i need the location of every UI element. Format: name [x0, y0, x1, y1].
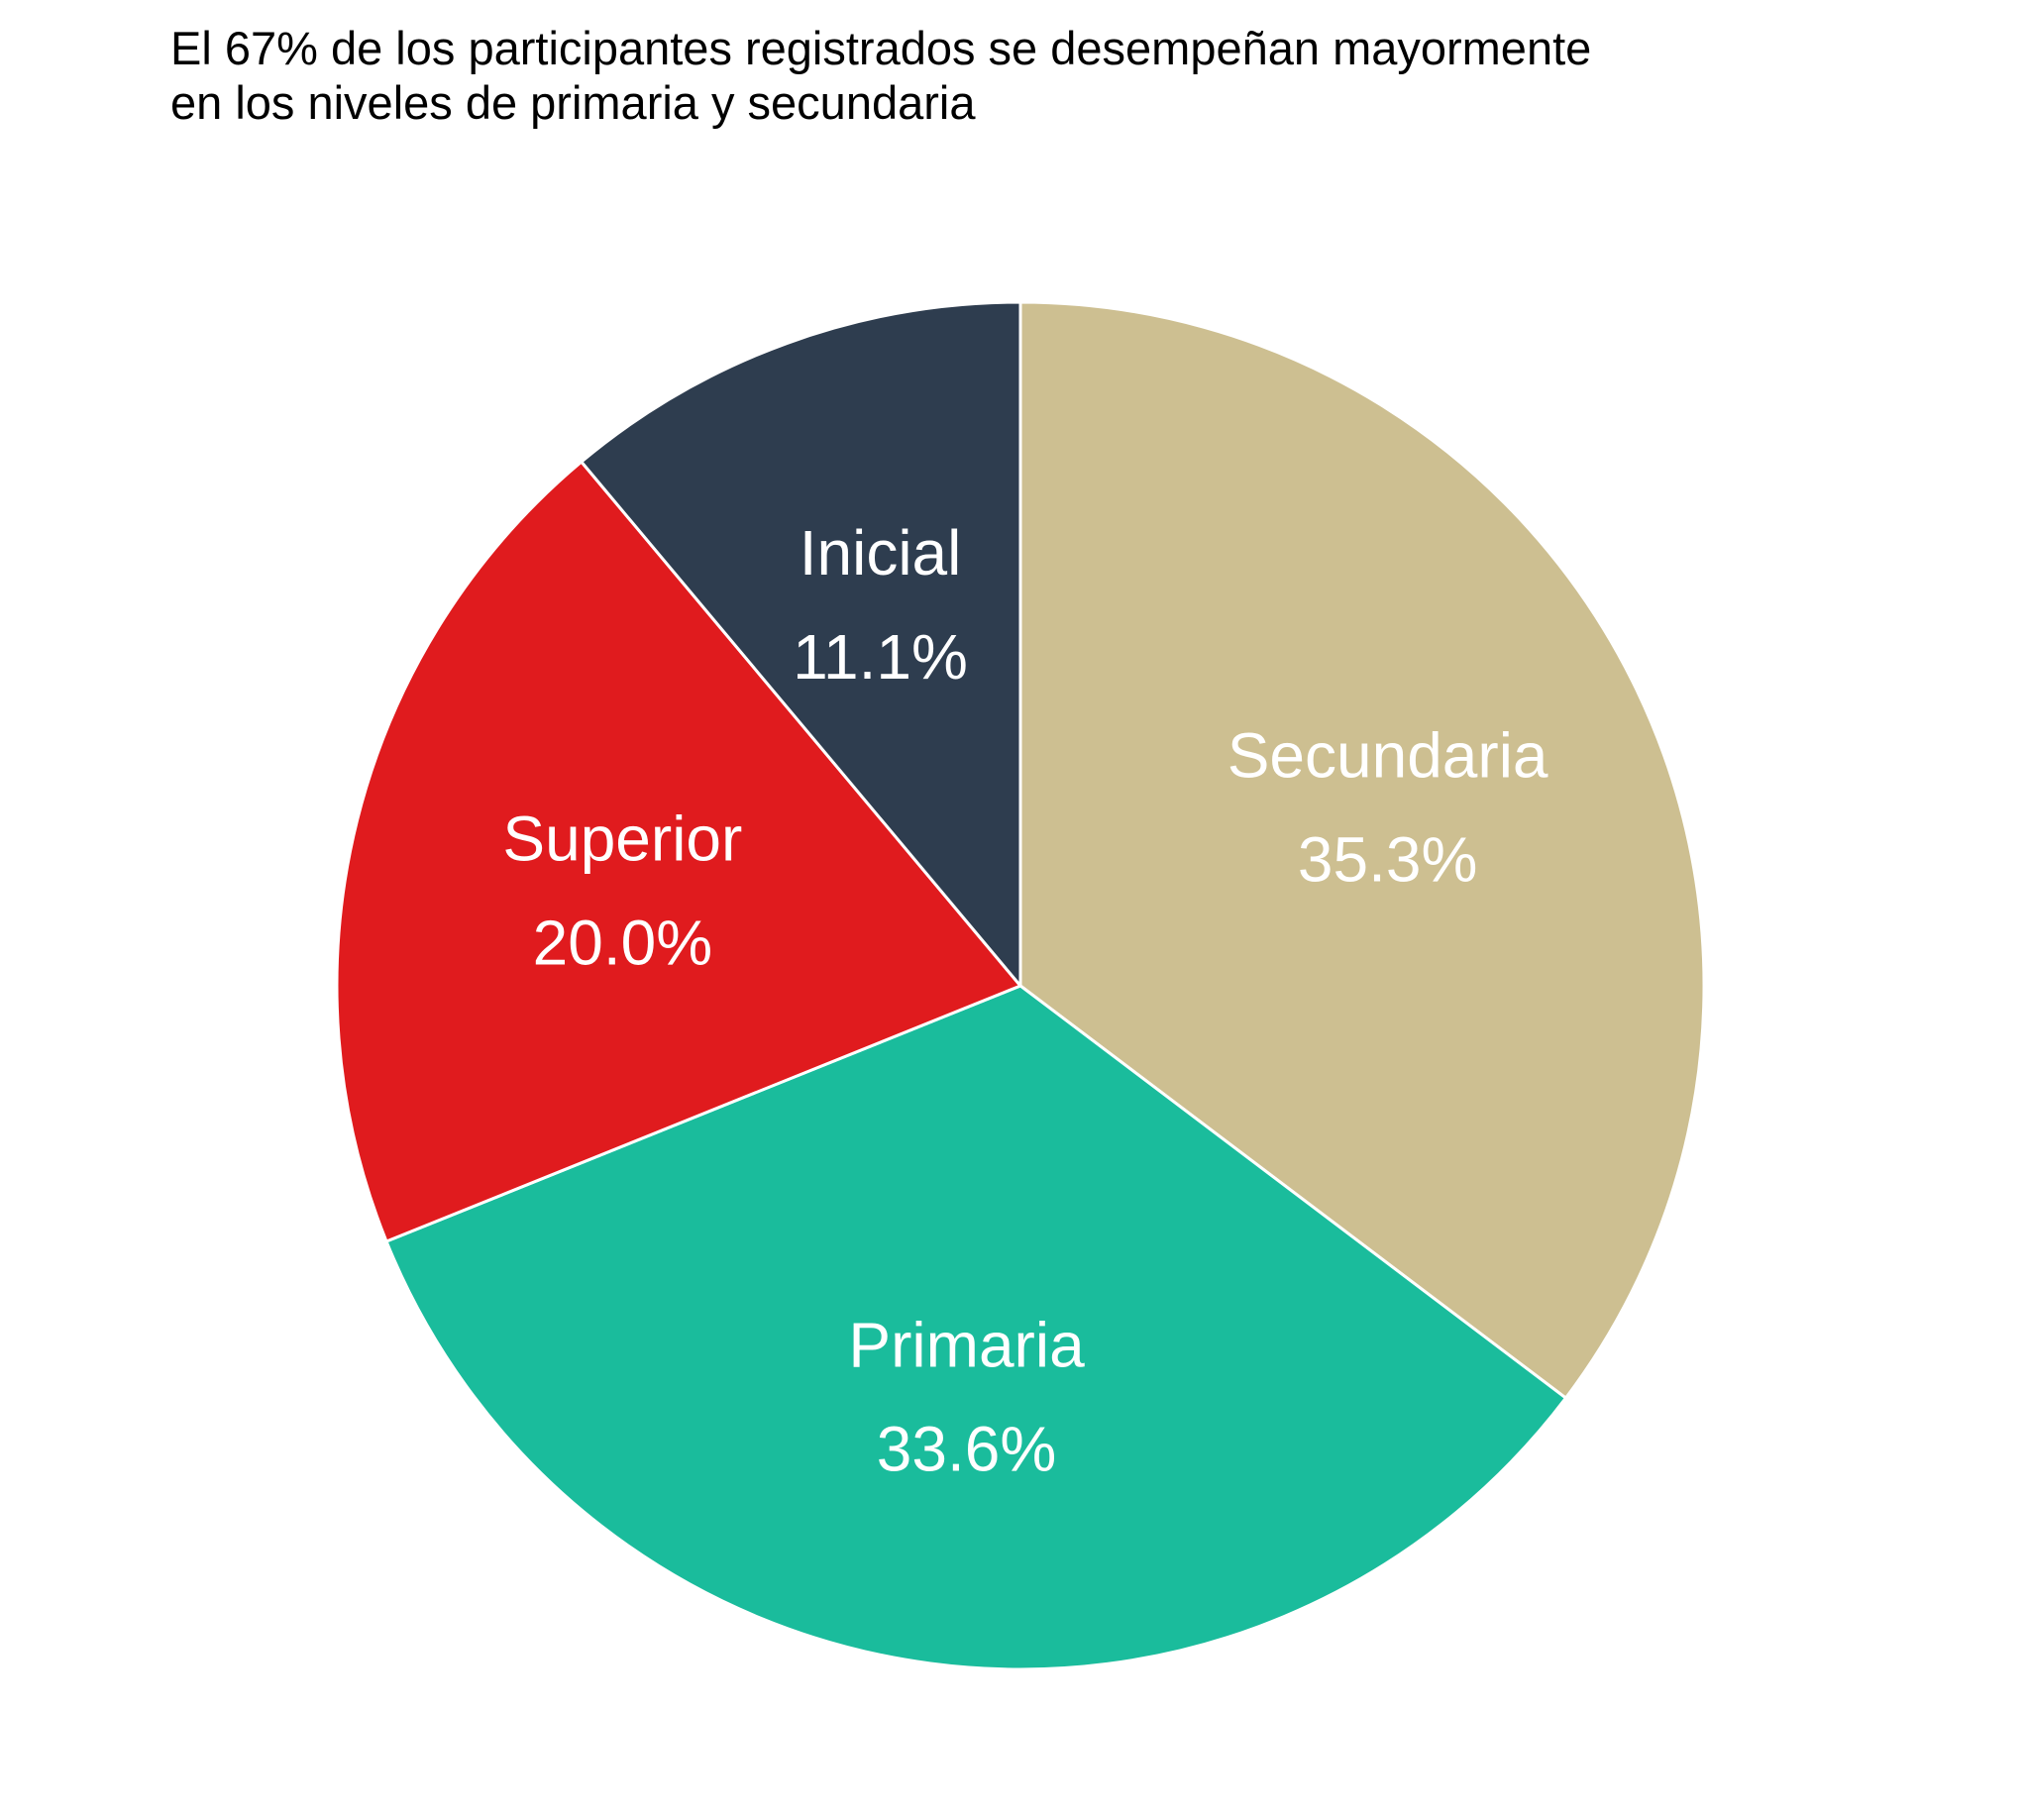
- pie-slice-superior: [335, 460, 1022, 1243]
- pie-slice-label-secundaria: Secundaria: [1227, 720, 1548, 792]
- pie-slice-label-primaria: Primaria: [848, 1309, 1085, 1380]
- pie-slice-label-superior: Superior: [502, 803, 742, 875]
- pie-slice-value-secundaria: 35.3%: [1298, 824, 1477, 896]
- chart-title-line-2: en los niveles de primaria y secundaria: [170, 75, 976, 129]
- pie-slice-label-inicial: Inicial: [800, 517, 962, 589]
- pie-slice-value-primaria: 33.6%: [877, 1413, 1056, 1484]
- pie-slice-value-superior: 20.0%: [533, 908, 712, 979]
- pie-slice-secundaria: [1018, 300, 1706, 1400]
- pie-slice-inicial: [580, 300, 1022, 988]
- pie-slice-primaria: [384, 984, 1567, 1671]
- chart-title-line-1: El 67% de los participantes registrados …: [170, 22, 1592, 74]
- pie-slice-value-inicial: 11.1%: [793, 621, 968, 693]
- chart-title: El 67% de los participantes registrados …: [170, 22, 1591, 130]
